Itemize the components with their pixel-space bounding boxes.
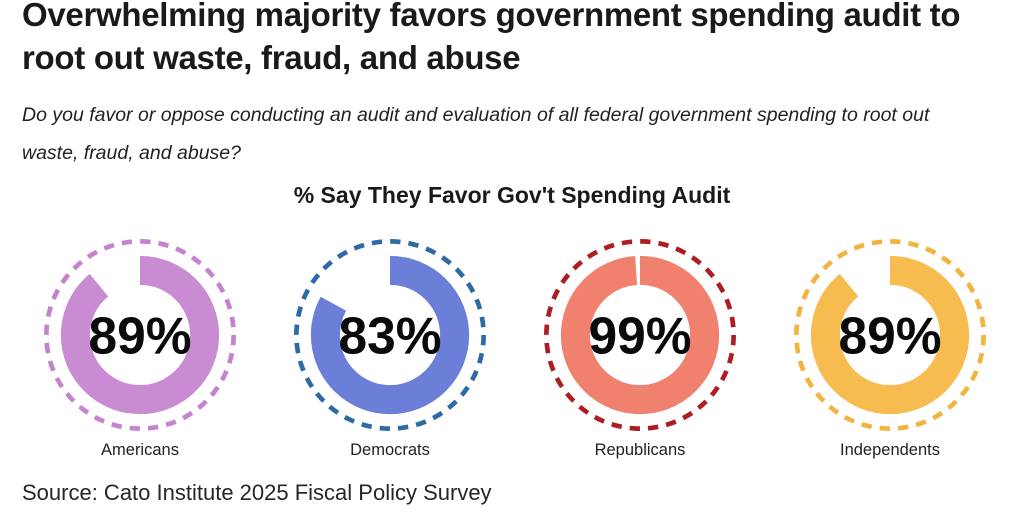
dashed-outline-ring <box>294 239 486 431</box>
dashed-outline-ring <box>794 239 986 431</box>
donut-value: 99% <box>588 307 691 365</box>
donut-row: 89% Americans 83% Democrats 99% Republicans 89… <box>15 232 1015 460</box>
donut-label: Republicans <box>594 441 686 459</box>
donut-group-americans: 89% Americans <box>15 232 265 460</box>
donut-arc <box>310 255 470 415</box>
source-attribution: Source: Cato Institute 2025 Fiscal Polic… <box>22 480 492 505</box>
donut-label: Americans <box>101 441 179 459</box>
donut-value: 83% <box>338 307 441 365</box>
donut-label: Independents <box>839 441 940 459</box>
chart-title: % Say They Favor Gov't Spending Audit <box>293 182 731 208</box>
page-title: Overwhelming majority favors government … <box>22 0 961 76</box>
donut-chart: 89% <box>794 239 986 431</box>
donut-group-republicans: 99% Republicans <box>515 232 765 460</box>
survey-question: Do you favor or oppose conducting an aud… <box>22 104 930 164</box>
donut-group-democrats: 83% Democrats <box>265 232 515 460</box>
donut-value: 89% <box>838 307 941 365</box>
donut-arc <box>560 255 720 415</box>
donut-value: 89% <box>88 307 191 365</box>
donut-arc <box>810 255 970 415</box>
dashed-outline-ring <box>44 239 236 431</box>
donut-group-independents: 89% Independents <box>765 232 1015 460</box>
donut-arc <box>60 255 220 415</box>
dashed-outline-ring <box>544 239 736 431</box>
donut-label: Democrats <box>350 441 430 459</box>
donut-chart: 99% <box>544 239 736 431</box>
donut-chart: 83% <box>294 239 486 431</box>
donut-chart: 89% <box>44 239 236 431</box>
